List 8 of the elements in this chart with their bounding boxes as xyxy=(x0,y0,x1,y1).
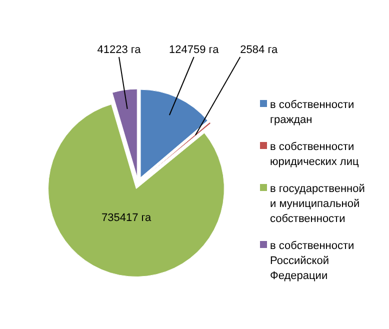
legend-label: в собственности граждан xyxy=(270,99,354,126)
data-label: 41223 га xyxy=(97,44,142,56)
legend-label: в государственной и муниципальной собственности xyxy=(270,183,365,225)
legend-label: в собственности Российской Федерации xyxy=(270,240,354,282)
legend-label: в собственности юридических лиц xyxy=(270,141,360,168)
data-label: 735417 га xyxy=(101,212,152,224)
data-label: 124759 га xyxy=(169,44,220,56)
data-label: 2584 га xyxy=(240,44,278,56)
